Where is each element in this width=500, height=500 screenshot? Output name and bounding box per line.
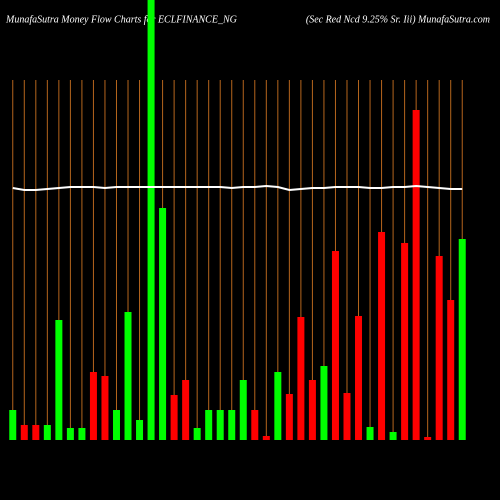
- bar: [170, 395, 178, 440]
- bar: [20, 425, 28, 440]
- bar: [32, 425, 40, 440]
- bar: [147, 0, 155, 440]
- bar: [458, 239, 466, 440]
- bar: [239, 380, 247, 440]
- bar: [55, 320, 63, 440]
- bar: [366, 427, 374, 440]
- bar: [159, 208, 167, 440]
- bar: [389, 432, 397, 440]
- bar: [308, 380, 316, 440]
- bar: [78, 428, 86, 440]
- bar: [9, 410, 17, 440]
- bar: [355, 316, 363, 440]
- bar: [101, 376, 109, 440]
- bar: [274, 372, 282, 440]
- bar: [262, 436, 270, 440]
- bar: [228, 410, 236, 440]
- bar: [412, 110, 420, 440]
- bar: [447, 300, 455, 440]
- bar: [378, 232, 386, 440]
- bar: [112, 410, 120, 440]
- bar: [285, 394, 293, 440]
- bar: [435, 256, 443, 440]
- bar: [66, 428, 74, 440]
- bar: [320, 366, 328, 440]
- bar: [124, 312, 132, 440]
- bar: [343, 393, 351, 440]
- bar: [251, 410, 259, 440]
- bar: [401, 243, 409, 440]
- bar: [331, 251, 339, 440]
- bar: [193, 428, 201, 440]
- bar: [424, 437, 432, 440]
- bar: [205, 410, 213, 440]
- chart-subtitle: (Sec Red Ncd 9.25% Sr. Iii) MunafaSutra.…: [306, 14, 490, 25]
- bar: [182, 380, 190, 440]
- bar: [89, 372, 97, 440]
- bar: [216, 410, 224, 440]
- bar: [43, 425, 51, 440]
- bar: [136, 420, 144, 440]
- money-flow-line: [12, 184, 463, 192]
- chart-title: MunafaSutra Money Flow Charts for ECLFIN…: [5, 14, 237, 25]
- bar: [297, 317, 305, 440]
